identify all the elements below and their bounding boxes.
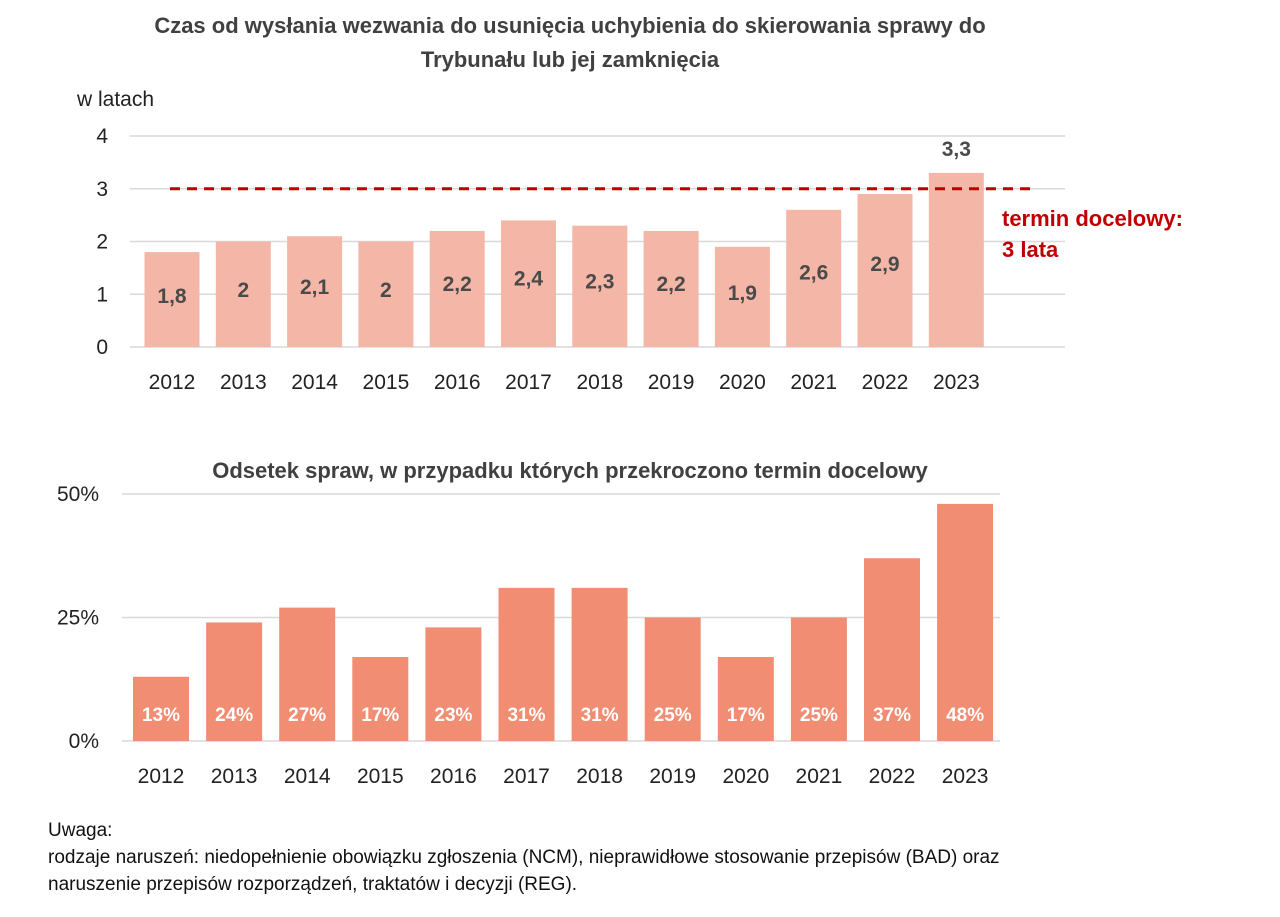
target-label-line2: 3 lata xyxy=(1002,237,1059,262)
chart1-bar xyxy=(928,172,984,347)
chart2-bar xyxy=(937,503,994,741)
chart1-plot: 0 1 2 3 4 1,8 2012 2 2013 2,1 2014 2 2015 2,2 2016 2,4 2… xyxy=(96,125,1065,394)
chart1-data-label: 2 xyxy=(237,279,249,302)
chart2-x-tick: 2018 xyxy=(576,765,623,788)
chart2-bar xyxy=(206,622,263,741)
chart2-x-tick: 2013 xyxy=(211,765,258,788)
target-label-line1: termin docelowy: xyxy=(1002,206,1183,231)
chart2-bar xyxy=(790,617,847,741)
chart1-title-line2: Trybunału lub jej zamknięcia xyxy=(420,47,720,72)
chart1-title-line1: Czas od wysłania wezwania do usunięcia u… xyxy=(154,13,986,38)
chart1-bar xyxy=(501,220,556,347)
target-line-label: termin docelowy: 3 lata xyxy=(1002,203,1183,265)
chart1-x-tick: 2017 xyxy=(505,371,552,394)
chart2-bar xyxy=(644,617,701,741)
chart2-bar xyxy=(571,587,628,741)
chart2-x-tick: 2014 xyxy=(284,765,331,788)
chart1-x-tick: 2021 xyxy=(790,371,837,394)
chart1-x-tick: 2016 xyxy=(434,371,481,394)
chart1-bar xyxy=(572,225,628,347)
chart1-data-label: 2,1 xyxy=(300,276,330,299)
chart2-bar xyxy=(498,587,555,741)
chart1-x-tick: 2023 xyxy=(933,371,980,394)
chart2-data-label: 37% xyxy=(873,705,911,726)
chart2-data-label: 24% xyxy=(215,705,253,726)
chart2-data-label: 13% xyxy=(142,705,180,726)
chart2-x-tick: 2015 xyxy=(357,765,404,788)
chart1-bar xyxy=(215,241,271,347)
chart1-y-tick: 3 xyxy=(96,178,108,201)
chart2-x-tick: 2019 xyxy=(649,765,696,788)
chart1-x-tick: 2015 xyxy=(363,371,410,394)
chart2-bar xyxy=(864,558,920,741)
chart1-bar xyxy=(358,241,414,347)
chart1-x-tick: 2022 xyxy=(862,371,909,394)
chart1-data-label: 2,6 xyxy=(799,262,828,285)
chart2-bar xyxy=(717,657,774,741)
footnote-line1: rodzaje naruszeń: niedopełnienie obowiąz… xyxy=(48,847,1000,868)
chart2-x-tick: 2020 xyxy=(722,765,769,788)
chart1-data-label: 3,3 xyxy=(942,138,971,161)
chart2-data-label: 17% xyxy=(361,705,399,726)
chart1-x-tick: 2012 xyxy=(149,371,196,394)
chart1-data-label: 2 xyxy=(380,279,392,302)
chart2-y-tick: 25% xyxy=(57,607,99,630)
chart1-y-tick: 0 xyxy=(96,336,108,359)
chart1-x-tick: 2018 xyxy=(576,371,623,394)
chart1-x-tick: 2014 xyxy=(291,371,338,394)
chart1-x-tick: 2013 xyxy=(220,371,267,394)
chart2-title: Odsetek spraw, w przypadku których przek… xyxy=(212,458,928,483)
chart2-data-label: 23% xyxy=(434,705,472,726)
chart2-data-label: 25% xyxy=(654,705,692,726)
chart1-data-label: 2,3 xyxy=(585,270,614,293)
chart2-data-label: 48% xyxy=(946,705,984,726)
chart2-bar xyxy=(352,657,409,741)
chart1-data-label: 1,8 xyxy=(157,285,187,308)
chart2-y-tick: 0% xyxy=(69,730,99,753)
chart2-bar xyxy=(425,627,482,741)
chart1-title: Czas od wysłania wezwania do usunięcia u… xyxy=(40,9,1100,77)
chart2-y-tick: 50% xyxy=(57,483,99,506)
chart1-y-tick: 4 xyxy=(96,125,108,148)
chart1-data-label: 2,2 xyxy=(443,273,472,296)
chart2-bar xyxy=(279,607,336,741)
chart1-bar xyxy=(786,209,842,347)
footnote-line2: naruszenie przepisów rozporządzeń, trakt… xyxy=(48,874,578,895)
chart1-bar xyxy=(857,194,913,347)
chart2-x-tick: 2022 xyxy=(869,765,916,788)
chart2-x-tick: 2023 xyxy=(942,765,989,788)
chart2-data-label: 31% xyxy=(507,705,545,726)
chart1-y-unit-label: w latach xyxy=(77,88,155,111)
chart2-x-tick: 2017 xyxy=(503,765,550,788)
chart1-data-label: 2,2 xyxy=(656,273,685,296)
chart1-bar xyxy=(287,236,343,347)
chart2-data-label: 25% xyxy=(800,705,838,726)
chart1-bar xyxy=(714,246,770,347)
chart2-data-label: 17% xyxy=(727,705,765,726)
chart1-bar xyxy=(429,230,485,347)
chart1-bar xyxy=(643,230,699,347)
footnote-heading: Uwaga: xyxy=(48,820,113,841)
chart2-bar xyxy=(133,676,189,741)
chart1-data-label: 2,9 xyxy=(870,253,899,276)
chart2-plot: 0% 25% 50% 13% 2012 24% 2013 27% 2014 17% 2015 23% 2… xyxy=(57,483,1000,788)
chart2-data-label: 31% xyxy=(581,705,619,726)
chart2-data-label: 27% xyxy=(288,705,326,726)
chart1-y-tick: 1 xyxy=(96,283,108,306)
chart1-data-label: 1,9 xyxy=(728,282,757,305)
chart2-x-tick: 2016 xyxy=(430,765,477,788)
chart2-x-tick: 2021 xyxy=(796,765,843,788)
chart1-y-tick: 2 xyxy=(96,231,108,254)
chart1-data-label: 2,4 xyxy=(514,267,544,290)
chart1-x-tick: 2019 xyxy=(648,371,695,394)
chart1-bar xyxy=(144,252,200,347)
footnote: Uwaga: rodzaje naruszeń: niedopełnienie … xyxy=(48,817,1248,898)
chart2-x-tick: 2012 xyxy=(138,765,185,788)
chart1-x-tick: 2020 xyxy=(719,371,766,394)
